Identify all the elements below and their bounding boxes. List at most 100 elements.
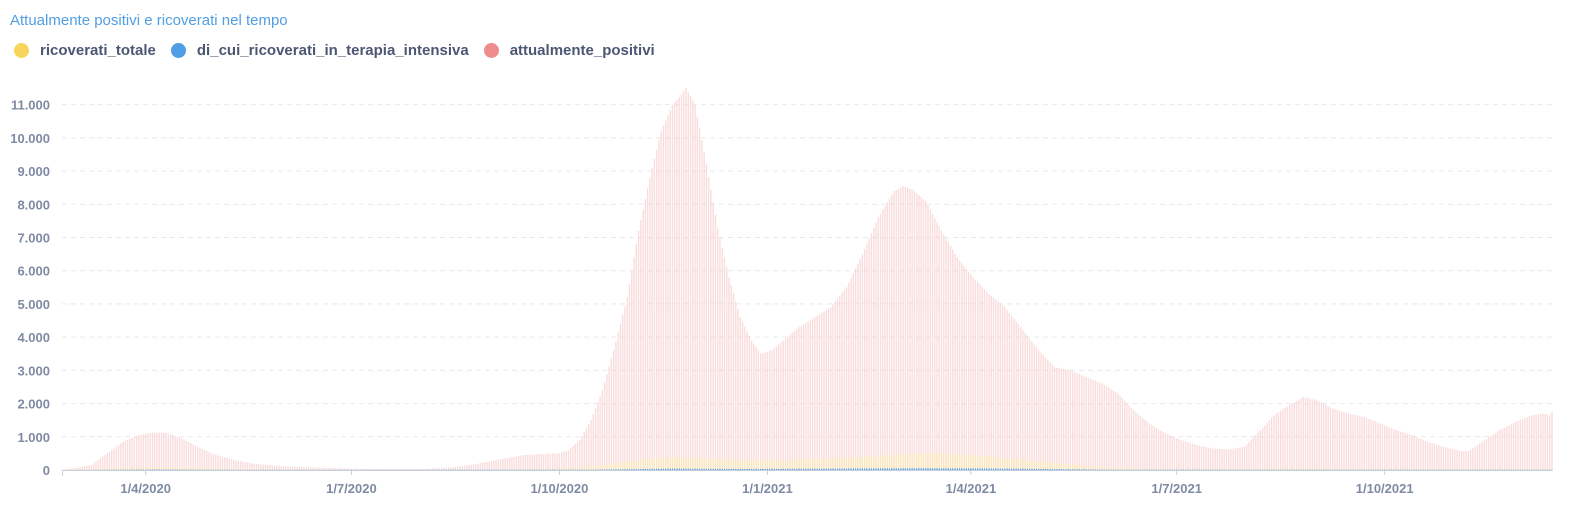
bar-terapia-intensiva [1386,469,1388,471]
bar-ricoverati-totale [172,467,174,470]
bar-attualmente-positivi [1273,415,1275,470]
bar-attualmente-positivi [1445,447,1447,470]
bar-ricoverati-totale [698,458,701,470]
bar-terapia-intensiva [1460,469,1463,471]
bar-terapia-intensiva [954,468,956,470]
bar-terapia-intensiva [1212,469,1214,471]
bar-terapia-intensiva [1472,469,1474,471]
bar-attualmente-positivi [154,432,156,470]
bar-terapia-intensiva [938,468,940,470]
bar-attualmente-positivi [158,432,160,470]
bar-terapia-intensiva [167,469,169,471]
bar-attualmente-positivi [635,244,637,470]
bar-terapia-intensiva [929,468,931,470]
bar-ricoverati-totale [1474,468,1476,470]
legend-item-ricoverati-totale[interactable]: ricoverati_totale [14,42,156,59]
bar-ricoverati-totale [1512,468,1515,470]
bar-attualmente-positivi [945,238,947,470]
bar-ricoverati-totale [1092,466,1094,470]
bar-ricoverati-totale [106,468,108,470]
bar-terapia-intensiva [1347,469,1350,471]
bar-attualmente-positivi [117,445,120,470]
legend-item-attualmente-positivi[interactable]: attualmente_positivi [483,42,655,59]
bar-ricoverati-totale [176,467,178,470]
bar-terapia-intensiva [1395,469,1397,471]
bar-attualmente-positivi [1341,411,1343,470]
bar-ricoverati-totale [1293,468,1295,470]
bar-terapia-intensiva [1469,469,1472,471]
bar-attualmente-positivi [88,465,90,470]
bar-ricoverati-totale [1332,468,1334,470]
bar-attualmente-positivi [1049,362,1051,470]
bar-terapia-intensiva [986,468,988,470]
bar-ricoverati-totale [1517,468,1519,470]
bar-attualmente-positivi [287,466,289,470]
bar-ricoverati-totale [1478,468,1481,470]
bar-ricoverati-totale [796,459,798,470]
bar-terapia-intensiva [1137,469,1139,471]
bar-terapia-intensiva [1203,469,1205,471]
bar-attualmente-positivi [1157,429,1160,470]
bar-ricoverati-totale [1162,468,1164,470]
bar-attualmente-positivi [549,453,552,470]
bar-attualmente-positivi [875,222,877,470]
bar-attualmente-positivi [732,293,735,470]
bar-terapia-intensiva [1476,469,1479,471]
bar-attualmente-positivi [561,452,563,470]
bar-ricoverati-totale [1422,468,1424,470]
bar-terapia-intensiva [1033,468,1035,470]
bar-ricoverati-totale [1008,458,1011,470]
bar-attualmente-positivi [1225,449,1228,470]
bar-terapia-intensiva [1101,469,1103,471]
bar-terapia-intensiva [1042,468,1044,470]
bar-attualmente-positivi [796,329,798,470]
bar-ricoverati-totale [1454,468,1456,470]
bar-attualmente-positivi [151,432,154,470]
bar-attualmente-positivi [235,460,237,470]
bar-terapia-intensiva [728,468,730,470]
bar-attualmente-positivi [1420,438,1422,470]
legend-item-terapia-intensiva[interactable]: di_cui_ricoverati_in_terapia_intensiva [170,42,469,59]
bar-attualmente-positivi [1488,437,1490,470]
bar-ricoverati-totale [687,457,689,470]
bar-terapia-intensiva [884,468,886,470]
legend-label: ricoverati_totale [40,42,156,59]
bar-terapia-intensiva [176,469,178,471]
bar-ricoverati-totale [879,455,882,470]
bar-ricoverati-totale [83,469,86,470]
bar-ricoverati-totale [694,457,696,470]
bar-terapia-intensiva [1426,469,1429,471]
bar-attualmente-positivi [282,466,285,470]
bar-attualmente-positivi [642,209,644,470]
bar-attualmente-positivi [1431,443,1433,470]
bar-ricoverati-totale [1524,468,1526,470]
bar-ricoverati-totale [1130,468,1133,470]
bar-terapia-intensiva [1058,469,1060,470]
bar-ricoverati-totale [1526,468,1528,470]
bar-terapia-intensiva [1530,469,1533,471]
bar-terapia-intensiva [1108,469,1110,471]
bar-ricoverati-totale [703,458,705,470]
bar-attualmente-positivi [873,227,875,470]
bar-ricoverati-totale [940,453,943,470]
bar-ricoverati-totale [572,467,574,470]
bar-attualmente-positivi [102,456,104,470]
bar-terapia-intensiva [463,469,466,471]
bar-terapia-intensiva [988,468,990,470]
bar-ricoverati-totale [1015,459,1017,470]
bar-attualmente-positivi [502,458,504,470]
bar-attualmente-positivi [269,465,271,470]
bar-terapia-intensiva [900,468,902,470]
bar-terapia-intensiva [196,469,199,471]
bar-attualmente-positivi [1189,442,1191,470]
bar-attualmente-positivi [1510,424,1512,470]
bar-attualmente-positivi [594,408,597,470]
bar-terapia-intensiva [1268,469,1271,471]
bar-ricoverati-totale [1325,468,1327,470]
bar-ricoverati-totale [873,456,875,470]
bar-ricoverati-totale [570,467,572,470]
bar-ricoverati-totale [212,468,215,470]
bar-ricoverati-totale [696,458,699,470]
bar-terapia-intensiva [974,468,977,470]
bar-attualmente-positivi [1081,375,1083,470]
